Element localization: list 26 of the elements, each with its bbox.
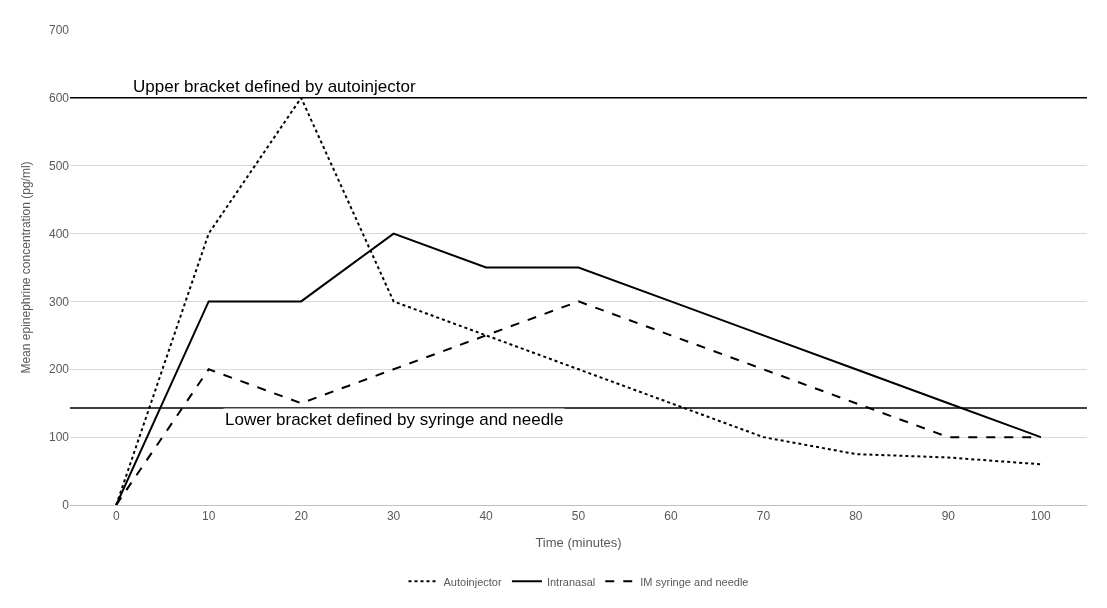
y-tick-label: 200 (48, 362, 70, 377)
x-tick-label: 0 (112, 509, 120, 524)
y-tick-label: 600 (48, 91, 70, 106)
legend-label: Intranasal (546, 575, 596, 588)
x-tick-label: 20 (294, 509, 309, 524)
x-tick-label: 40 (479, 509, 494, 524)
x-tick-label: 70 (756, 509, 771, 524)
y-tick-label: 0 (62, 498, 70, 513)
x-tick-label: 30 (386, 509, 401, 524)
x-tick-label: 80 (849, 509, 863, 524)
y-tick-label: 100 (48, 430, 70, 445)
ref-line-label: Lower bracket defined by syringe and needle (225, 410, 564, 429)
x-tick-label: 100 (1030, 509, 1052, 524)
x-axis-title: Time (minutes) (535, 535, 622, 550)
x-tick-label: 90 (941, 509, 956, 524)
y-tick-label: 500 (48, 158, 70, 173)
y-axis-title: Mean epinephrine concentration (pg/ml) (19, 161, 34, 374)
legend-label: Autoinjector (443, 575, 502, 588)
ref-line-label: Upper bracket defined by autoinjector (133, 77, 416, 96)
x-tick-label: 50 (571, 509, 586, 524)
legend-label: IM syringe and needle (640, 575, 749, 588)
y-tick-label: 300 (48, 294, 70, 309)
x-tick-label: 60 (664, 509, 678, 524)
x-tick-label: 10 (202, 509, 216, 524)
y-tick-label: 400 (48, 226, 70, 241)
y-tick-label: 700 (48, 23, 70, 38)
